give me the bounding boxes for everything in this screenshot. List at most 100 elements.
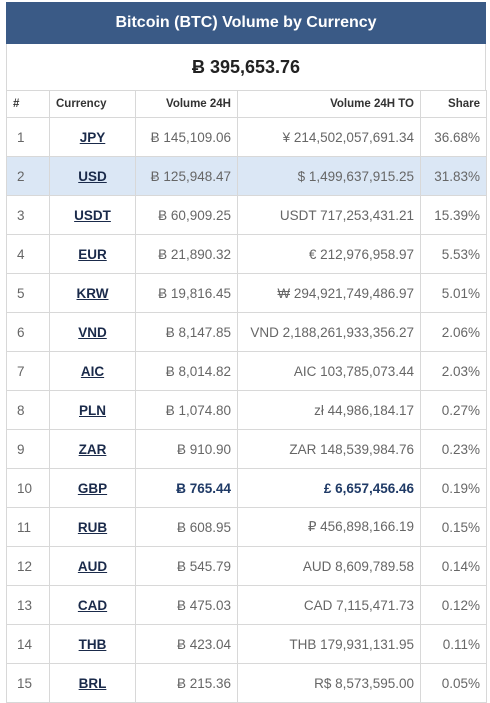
row-share: 0.05% <box>420 663 487 703</box>
row-volume-to: $ 1,499,637,915.25 <box>237 156 421 196</box>
row-volume: Ƀ 145,109.06 <box>135 117 238 157</box>
row-share: 0.23% <box>420 429 487 469</box>
currency-link[interactable]: AIC <box>80 363 105 379</box>
row-volume-to: AUD 8,609,789.58 <box>237 546 421 586</box>
row-volume-to: USDT 717,253,431.21 <box>237 195 421 235</box>
currency-link[interactable]: RUB <box>77 519 108 535</box>
row-volume-to: € 212,976,958.97 <box>237 234 421 274</box>
row-rank: 12 <box>6 546 50 586</box>
table-row: 7 AIC Ƀ 8,014.82 AIC 103,785,073.44 2.03… <box>6 351 487 391</box>
table-row: 4 EUR Ƀ 21,890.32 € 212,976,958.97 5.53% <box>6 234 487 274</box>
currency-link[interactable]: JPY <box>79 129 106 145</box>
row-share: 0.27% <box>420 390 487 430</box>
row-volume-to: VND 2,188,261,933,356.27 <box>237 312 421 352</box>
row-volume: Ƀ 765.44 <box>135 468 238 508</box>
widget-title: Bitcoin (BTC) Volume by Currency <box>6 2 486 44</box>
row-volume: Ƀ 475.03 <box>135 585 238 625</box>
currency-link[interactable]: AUD <box>77 558 108 574</box>
row-rank: 5 <box>6 273 50 313</box>
row-volume: Ƀ 545.79 <box>135 546 238 586</box>
row-share: 0.14% <box>420 546 487 586</box>
currency-link[interactable]: GBP <box>77 480 108 496</box>
row-rank: 14 <box>6 624 50 664</box>
table-row: 12 AUD Ƀ 545.79 AUD 8,609,789.58 0.14% <box>6 546 487 586</box>
total-volume: Ƀ 395,653.76 <box>6 44 486 90</box>
row-volume: Ƀ 1,074.80 <box>135 390 238 430</box>
currency-link[interactable]: USDT <box>74 207 111 223</box>
header-currency[interactable]: Currency <box>49 90 136 118</box>
table-row: 3 USDT Ƀ 60,909.25 USDT 717,253,431.21 1… <box>6 195 487 235</box>
row-rank: 10 <box>6 468 50 508</box>
volume-table: # Currency Volume 24H Volume 24H TO Shar… <box>6 90 487 703</box>
row-volume: Ƀ 423.04 <box>135 624 238 664</box>
currency-link[interactable]: THB <box>78 636 107 652</box>
row-volume: Ƀ 8,147.85 <box>135 312 238 352</box>
row-volume-to: ₩ 294,921,749,486.97 <box>237 273 421 313</box>
table-row: 11 RUB Ƀ 608.95 ₽ 456,898,166.19 0.15% <box>6 507 487 547</box>
row-share: 0.15% <box>420 507 487 547</box>
table-row: 9 ZAR Ƀ 910.90 ZAR 148,539,984.76 0.23% <box>6 429 487 469</box>
table-row: 1 JPY Ƀ 145,109.06 ¥ 214,502,057,691.34 … <box>6 117 487 157</box>
header-num[interactable]: # <box>6 90 50 118</box>
row-volume-to: CAD 7,115,471.73 <box>237 585 421 625</box>
row-volume-to: ZAR 148,539,984.76 <box>237 429 421 469</box>
row-rank: 9 <box>6 429 50 469</box>
table-row: 6 VND Ƀ 8,147.85 VND 2,188,261,933,356.2… <box>6 312 487 352</box>
row-volume-to: AIC 103,785,073.44 <box>237 351 421 391</box>
table-row: 13 CAD Ƀ 475.03 CAD 7,115,471.73 0.12% <box>6 585 487 625</box>
table-row: 5 KRW Ƀ 19,816.45 ₩ 294,921,749,486.97 5… <box>6 273 487 313</box>
currency-link[interactable]: PLN <box>79 402 106 418</box>
table-header-row: # Currency Volume 24H Volume 24H TO Shar… <box>6 90 487 118</box>
row-rank: 3 <box>6 195 50 235</box>
row-volume: Ƀ 19,816.45 <box>135 273 238 313</box>
row-volume: Ƀ 910.90 <box>135 429 238 469</box>
row-volume: Ƀ 21,890.32 <box>135 234 238 274</box>
table-row: 15 BRL Ƀ 215.36 R$ 8,573,595.00 0.05% <box>6 663 487 703</box>
currency-link[interactable]: USD <box>78 168 107 184</box>
row-rank: 1 <box>6 117 50 157</box>
row-volume-to: R$ 8,573,595.00 <box>237 663 421 703</box>
row-rank: 4 <box>6 234 50 274</box>
currency-link[interactable]: VND <box>78 324 107 340</box>
row-share: 0.19% <box>420 468 487 508</box>
row-share: 31.83% <box>420 156 487 196</box>
row-share: 2.06% <box>420 312 487 352</box>
header-share[interactable]: Share <box>420 90 487 118</box>
table-row: 14 THB Ƀ 423.04 THB 179,931,131.95 0.11% <box>6 624 487 664</box>
row-share: 0.11% <box>420 624 487 664</box>
row-volume: Ƀ 215.36 <box>135 663 238 703</box>
row-share: 0.12% <box>420 585 487 625</box>
row-volume-to: £ 6,657,456.46 <box>237 468 421 508</box>
row-rank: 2 <box>6 156 50 196</box>
currency-link[interactable]: ZAR <box>78 441 107 457</box>
row-rank: 8 <box>6 390 50 430</box>
row-share: 36.68% <box>420 117 487 157</box>
row-volume-to: ₽ 456,898,166.19 <box>237 507 421 547</box>
row-rank: 7 <box>6 351 50 391</box>
currency-link[interactable]: BRL <box>78 675 107 691</box>
row-volume-to: zł 44,986,184.17 <box>237 390 421 430</box>
row-share: 5.53% <box>420 234 487 274</box>
row-share: 2.03% <box>420 351 487 391</box>
currency-link[interactable]: EUR <box>78 246 107 262</box>
currency-link[interactable]: KRW <box>76 285 109 301</box>
row-rank: 13 <box>6 585 50 625</box>
row-volume: Ƀ 125,948.47 <box>135 156 238 196</box>
row-volume-to: ¥ 214,502,057,691.34 <box>237 117 421 157</box>
row-volume: Ƀ 608.95 <box>135 507 238 547</box>
row-volume-to: THB 179,931,131.95 <box>237 624 421 664</box>
row-rank: 11 <box>6 507 50 547</box>
row-volume: Ƀ 8,014.82 <box>135 351 238 391</box>
table-row: 2 USD Ƀ 125,948.47 $ 1,499,637,915.25 31… <box>6 156 487 196</box>
currency-link[interactable]: CAD <box>77 597 108 613</box>
row-rank: 6 <box>6 312 50 352</box>
table-row: 10 GBP Ƀ 765.44 £ 6,657,456.46 0.19% <box>6 468 487 508</box>
table-row: 8 PLN Ƀ 1,074.80 zł 44,986,184.17 0.27% <box>6 390 487 430</box>
header-volume-to[interactable]: Volume 24H TO <box>237 90 421 118</box>
row-share: 15.39% <box>420 195 487 235</box>
header-volume[interactable]: Volume 24H <box>135 90 238 118</box>
volume-widget: Bitcoin (BTC) Volume by Currency Ƀ 395,6… <box>6 2 487 703</box>
row-volume: Ƀ 60,909.25 <box>135 195 238 235</box>
row-share: 5.01% <box>420 273 487 313</box>
row-rank: 15 <box>6 663 50 703</box>
